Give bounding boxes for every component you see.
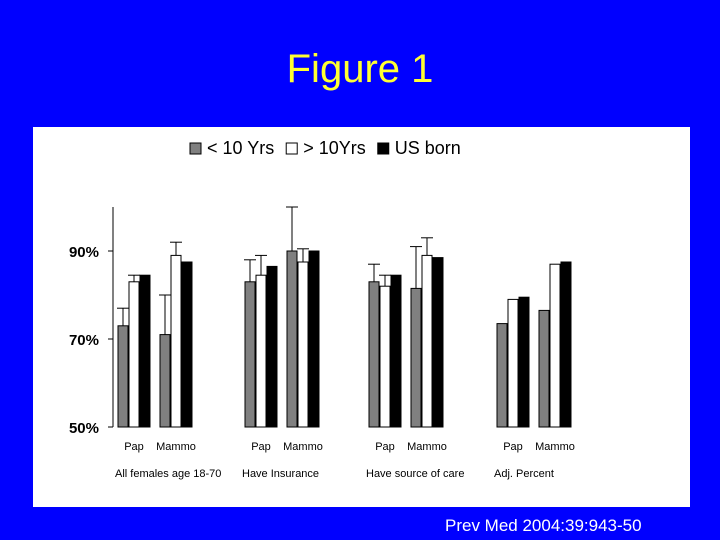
bar-0-1-1 (170, 254, 182, 428)
bar-0-0-0 (117, 325, 129, 428)
bar-0-0-1 (128, 281, 140, 428)
bar-3-0-2 (518, 296, 530, 428)
bar-3-0-0 (496, 323, 508, 428)
bar-3-1-0 (538, 309, 550, 428)
legend-label-1: > 10Yrs (303, 138, 366, 158)
y-tick-label-2: 50% (69, 420, 99, 437)
bar-1-0-2 (266, 265, 278, 428)
bar-1-1-1 (297, 261, 309, 428)
legend-swatch-0 (189, 142, 202, 155)
legend-swatch-2 (377, 142, 390, 155)
group-label-0: All females age 18-70 (115, 468, 221, 480)
group-label-3: Adj. Percent (494, 468, 554, 480)
subgroup-label-1-1: Mammo (283, 441, 323, 453)
bar-3-0-1 (507, 298, 519, 428)
subgroup-label-1-0: Pap (251, 441, 271, 453)
bar-0-0-2 (139, 274, 151, 428)
group-label-2: Have source of care (366, 468, 464, 480)
bar-2-0-1 (379, 285, 391, 428)
subgroup-label-2-0: Pap (375, 441, 395, 453)
bar-0-1-2 (181, 261, 193, 428)
bar-1-0-1 (255, 274, 267, 428)
legend-label-2: US born (395, 138, 461, 158)
legend-label-0: < 10 Yrs (207, 138, 274, 158)
bar-0-1-0 (159, 334, 171, 428)
bar-1-0-0 (244, 281, 256, 428)
bar-2-1-1 (421, 254, 433, 428)
y-tick-label-1: 70% (69, 332, 99, 349)
group-label-1: Have Insurance (242, 468, 319, 480)
bar-2-1-0 (410, 287, 422, 428)
subgroup-label-3-1: Mammo (535, 441, 575, 453)
citation: Prev Med 2004:39:943-50 (445, 516, 642, 535)
bar-3-1-2 (560, 261, 572, 428)
bar-2-0-2 (390, 274, 402, 428)
bar-chart: 90% 70% 50% < 10 Yrs > 10Yrs US born Pap Mammo A… (69, 138, 575, 480)
subgroup-label-3-0: Pap (503, 441, 523, 453)
bar-1-1-0 (286, 250, 298, 428)
y-tick-label-0: 90% (69, 244, 99, 261)
bar-2-0-0 (368, 281, 380, 428)
bar-1-1-2 (308, 250, 320, 428)
bar-3-1-1 (549, 263, 561, 428)
subgroup-label-0-0: Pap (124, 441, 144, 453)
bar-2-1-2 (432, 257, 444, 428)
slide-title: Figure 1 (286, 47, 434, 91)
chart-panel: 90% 70% 50% < 10 Yrs > 10Yrs US born Pap Mammo A… (33, 127, 690, 507)
legend-swatch-1 (285, 142, 298, 155)
subgroup-label-2-1: Mammo (407, 441, 447, 453)
subgroup-label-0-1: Mammo (156, 441, 196, 453)
